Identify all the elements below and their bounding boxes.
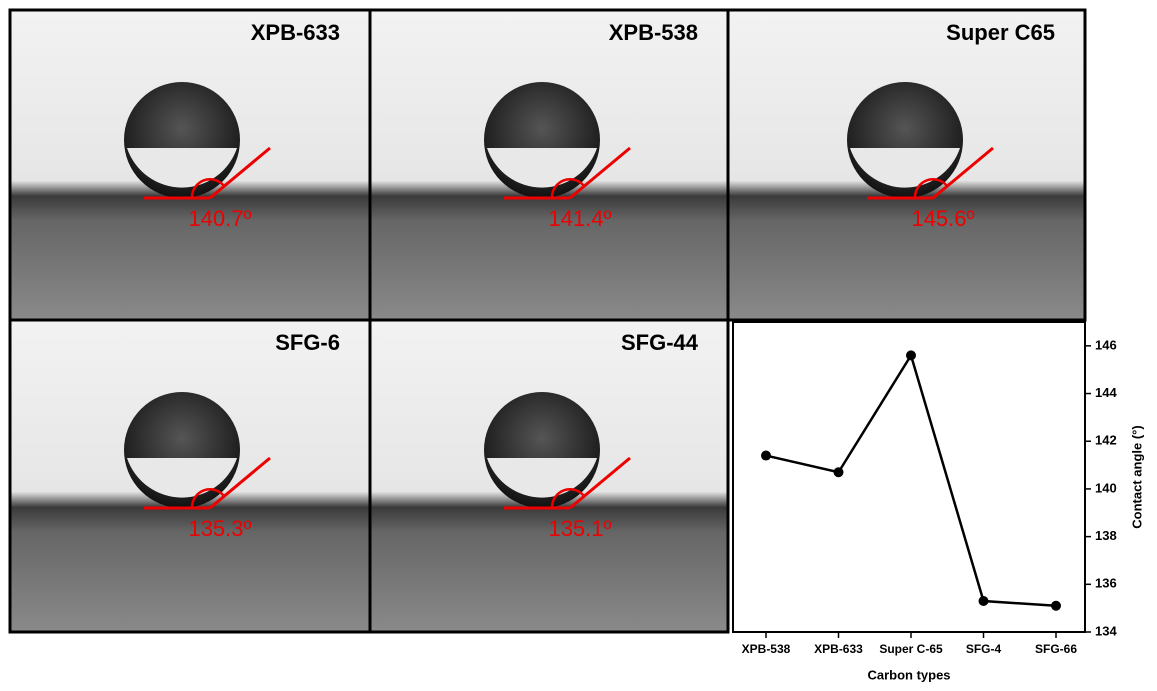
data-point <box>761 451 771 461</box>
figure: 140.7º XPB-633 141.4º XPB-538 145.6º Super C6… <box>0 0 1157 686</box>
y-tick-label: 146 <box>1095 337 1117 352</box>
photo-panel: 135.1º SFG-44 <box>370 320 728 632</box>
y-axis-label: Contact angle (°) <box>1129 425 1144 528</box>
y-tick-label: 134 <box>1095 623 1117 638</box>
x-tick-label: XPB-538 <box>742 642 791 656</box>
photo-panel: 145.6º Super C65 <box>728 10 1085 320</box>
angle-label: 145.6º <box>911 206 974 231</box>
data-point <box>1051 601 1061 611</box>
angle-label: 140.7º <box>188 206 251 231</box>
data-point <box>906 350 916 360</box>
panel-label: Super C65 <box>946 20 1055 45</box>
x-axis-label: Carbon types <box>867 667 950 682</box>
data-point <box>834 467 844 477</box>
x-tick-label: SFG-66 <box>1035 642 1077 656</box>
data-point <box>979 596 989 606</box>
y-tick-label: 136 <box>1095 576 1117 591</box>
photo-panel: 135.3º SFG-6 <box>10 320 370 632</box>
angle-label: 135.1º <box>548 516 611 541</box>
panel-label: XPB-633 <box>251 20 340 45</box>
plot-area <box>733 322 1085 632</box>
photo-panel: 140.7º XPB-633 <box>10 10 370 320</box>
y-tick-label: 140 <box>1095 480 1117 495</box>
panel-label: SFG-44 <box>621 330 699 355</box>
photo-panel: 141.4º XPB-538 <box>370 10 728 320</box>
y-tick-label: 144 <box>1095 385 1117 400</box>
y-tick-label: 138 <box>1095 528 1117 543</box>
x-tick-label: SFG-4 <box>966 642 1002 656</box>
angle-label: 135.3º <box>188 516 251 541</box>
angle-label: 141.4º <box>548 206 611 231</box>
page: 140.7º XPB-633 141.4º XPB-538 145.6º Super C6… <box>0 0 1157 691</box>
x-tick-label: Super C-65 <box>879 642 943 656</box>
y-tick-label: 142 <box>1095 433 1117 448</box>
panel-label: SFG-6 <box>275 330 340 355</box>
x-tick-label: XPB-633 <box>814 642 863 656</box>
panel-label: XPB-538 <box>609 20 698 45</box>
